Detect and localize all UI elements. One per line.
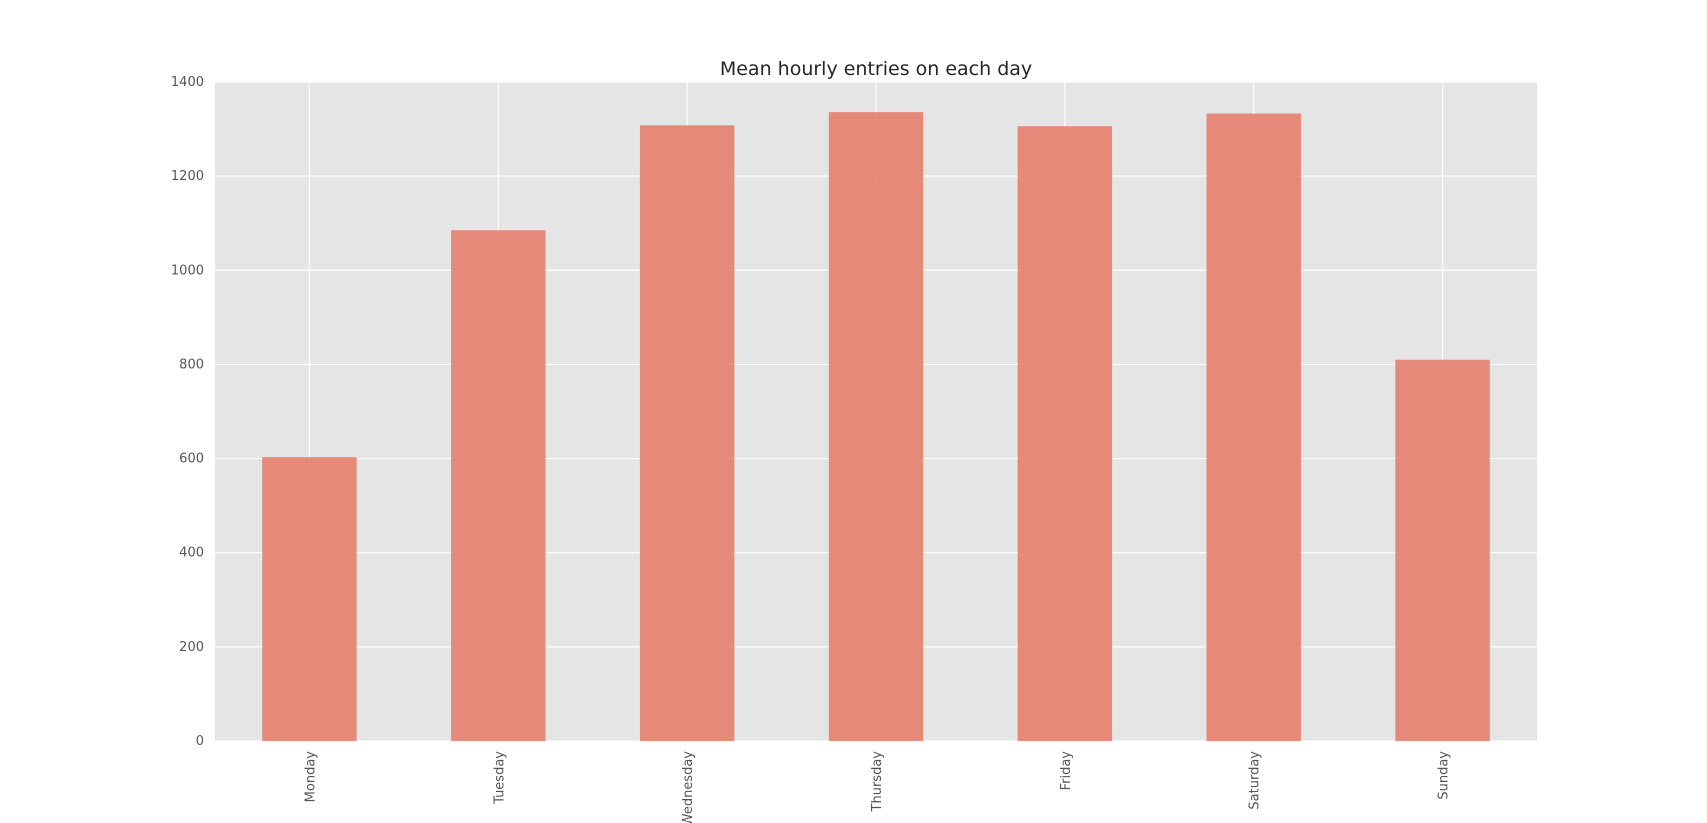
bar-wednesday [639, 125, 735, 741]
y-axis: 0 200 400 600 800 1000 1200 1400 [171, 75, 204, 749]
y-tick-label: 1000 [171, 263, 204, 278]
x-tick-label: Monday [303, 751, 318, 803]
x-tick-label: Thursday [870, 751, 885, 813]
y-tick-label: 600 [179, 452, 204, 467]
y-tick-label: 1400 [171, 75, 204, 90]
bars [262, 112, 1490, 742]
bar-saturday [1206, 113, 1301, 742]
bar-thursday [828, 112, 924, 741]
bar-tuesday [451, 230, 546, 741]
y-tick-label: 800 [179, 357, 204, 372]
bar-monday [262, 457, 357, 741]
y-tick-label: 200 [179, 640, 204, 655]
y-tick-label: 400 [179, 546, 204, 561]
bar-friday [1017, 126, 1113, 742]
x-tick-label: Wednesday [681, 751, 696, 823]
y-tick-label: 1200 [171, 169, 204, 184]
x-axis: Monday Tuesday Wednesday Thursday Friday Satu… [303, 751, 1451, 823]
x-tick-label: Friday [1059, 751, 1074, 791]
x-tick-label: Saturday [1248, 751, 1263, 810]
chart-title: Mean hourly entries on each day [720, 58, 1032, 80]
y-tick-label: 0 [196, 734, 204, 749]
x-tick-label: Sunday [1437, 751, 1452, 800]
x-tick-label: Tuesday [492, 751, 507, 805]
bar-sunday [1395, 359, 1490, 741]
